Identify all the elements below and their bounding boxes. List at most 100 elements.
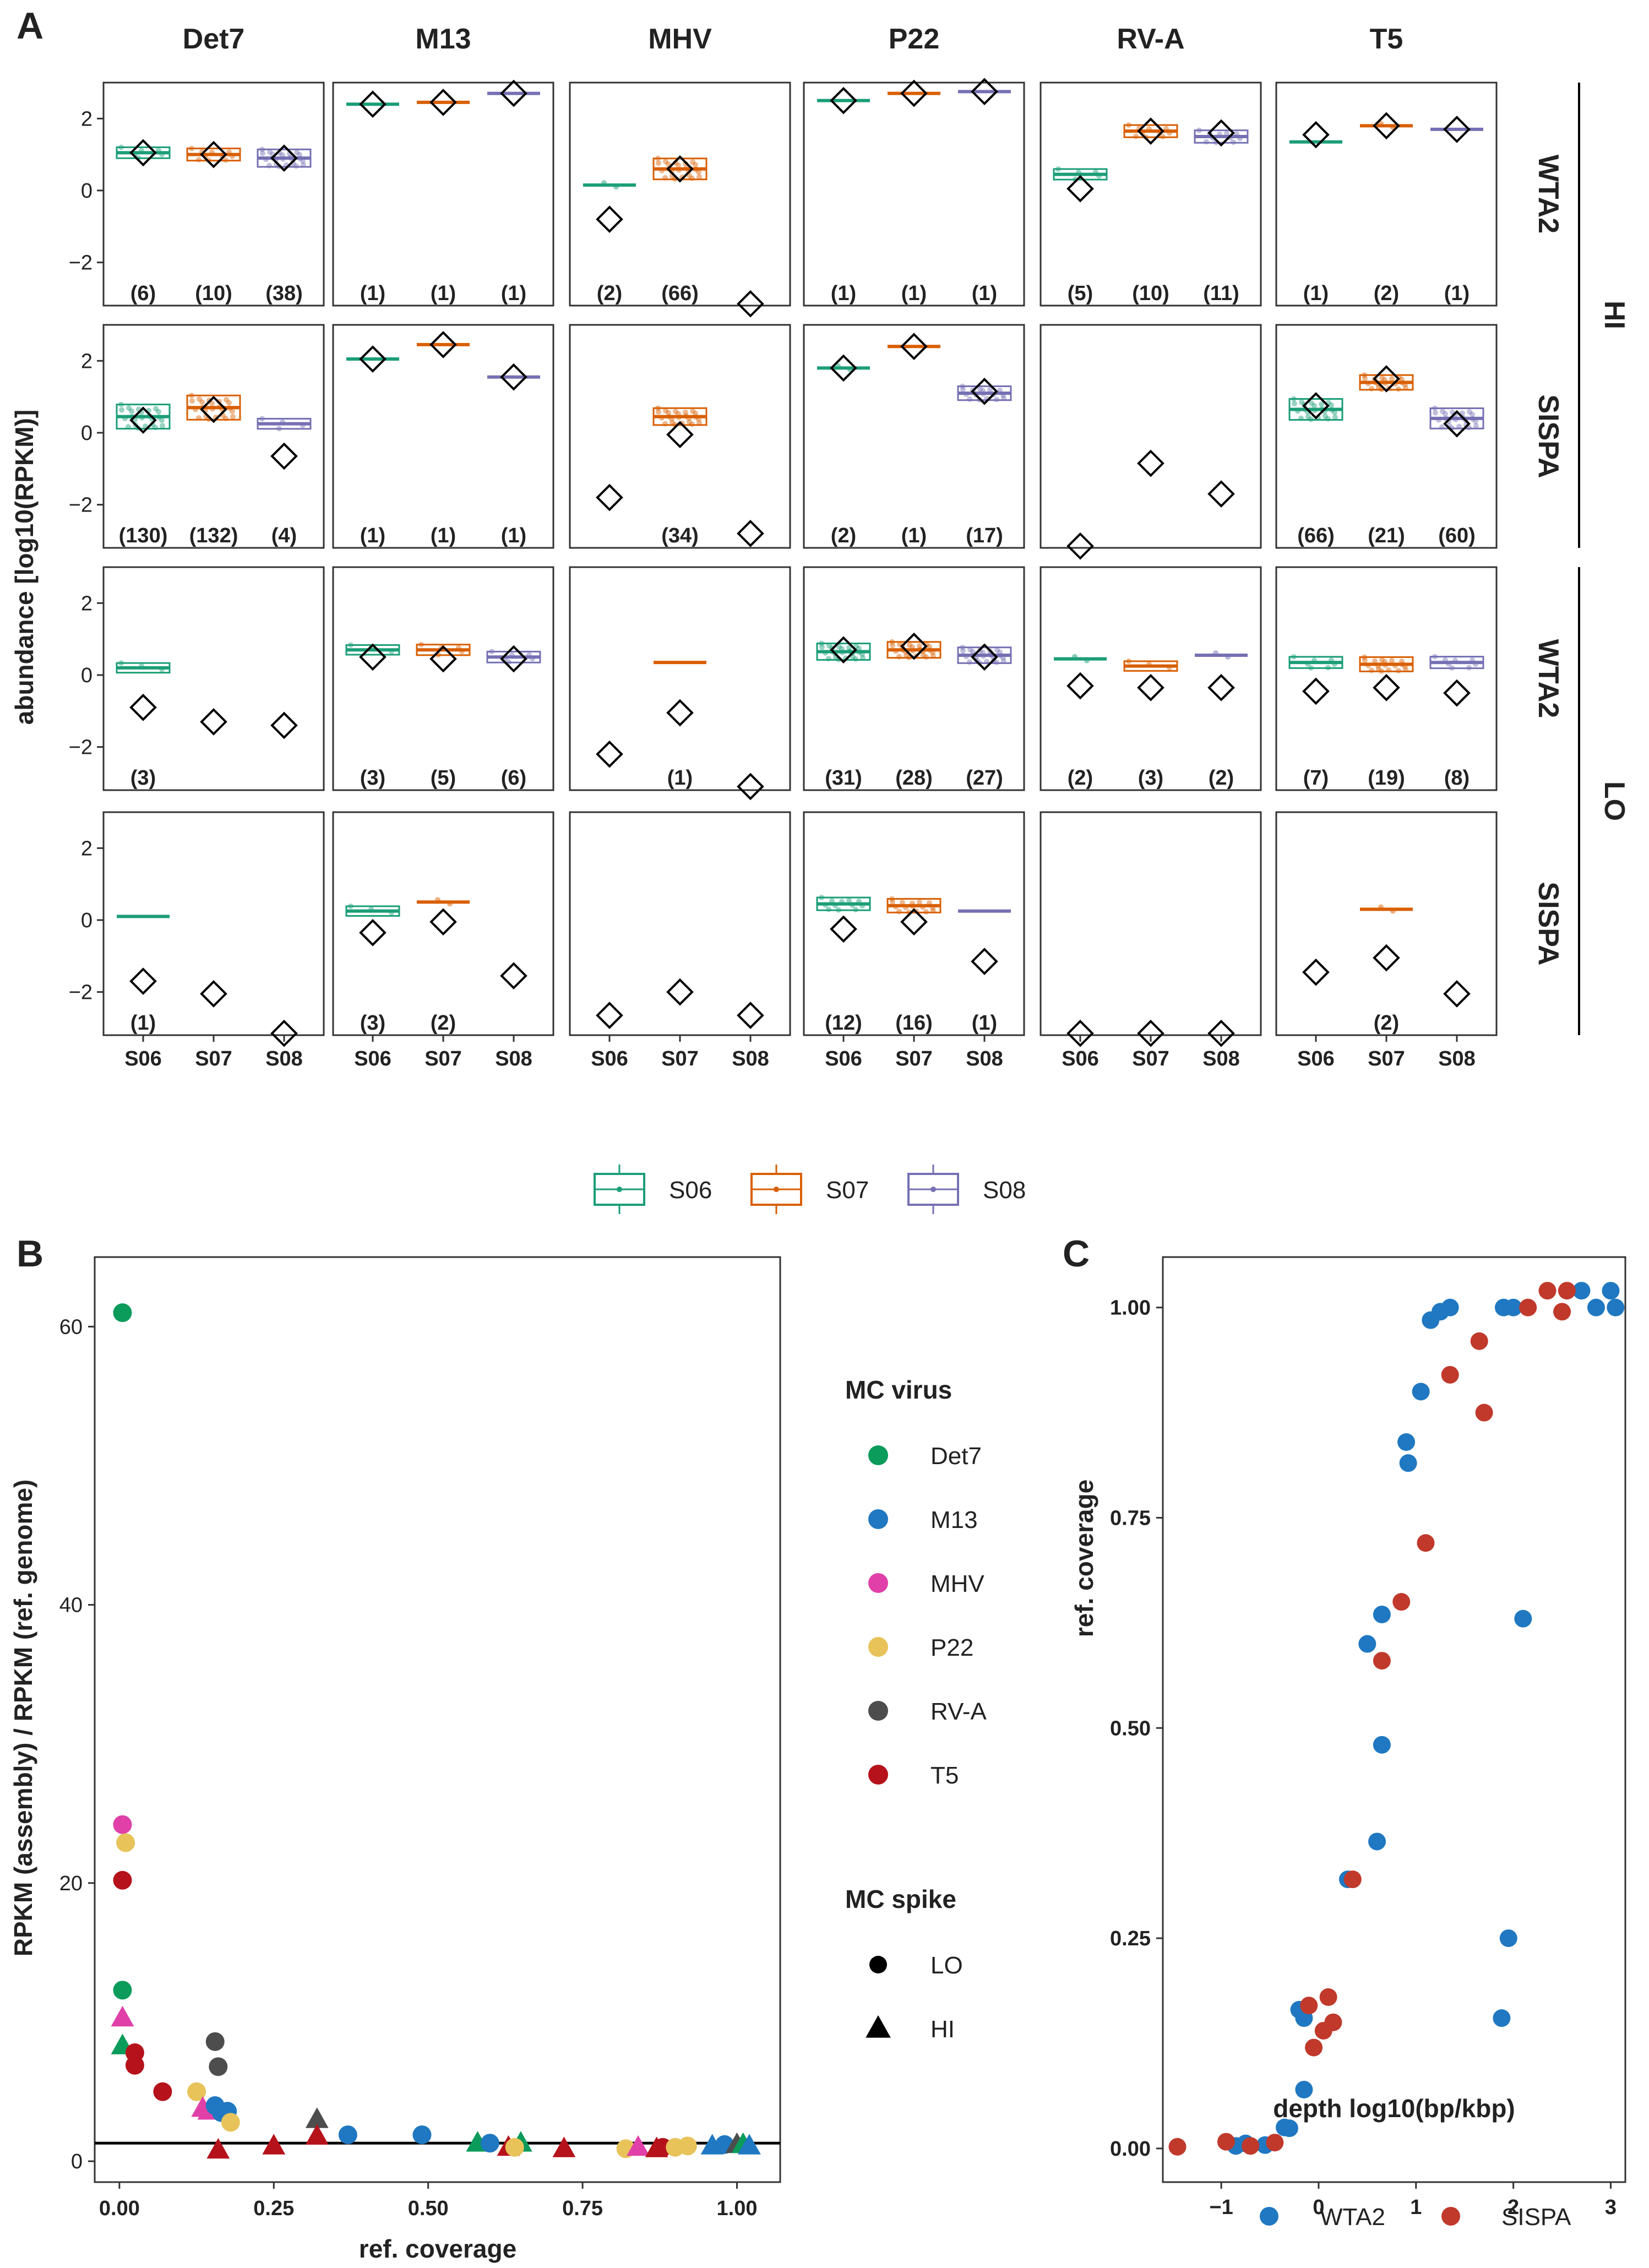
ref-diamond bbox=[500, 962, 527, 990]
x-tick-label: 3 bbox=[1605, 2196, 1617, 2219]
contig-point bbox=[1126, 658, 1131, 664]
ref-diamond bbox=[1443, 116, 1471, 143]
contig-point bbox=[1291, 654, 1297, 660]
facet-cell: (2) (1) (17) bbox=[803, 324, 1025, 549]
virus-strip-label: T5 bbox=[1370, 23, 1403, 55]
contig-point bbox=[655, 405, 661, 411]
contig-point bbox=[904, 652, 909, 659]
panel-c-frame bbox=[1162, 1256, 1626, 2183]
data-point bbox=[1280, 2119, 1298, 2138]
contig-point bbox=[348, 903, 353, 909]
legend-key bbox=[868, 1701, 888, 1721]
data-point bbox=[206, 2138, 230, 2159]
contig-count: (21) bbox=[1368, 524, 1405, 547]
ref-diamond bbox=[359, 345, 387, 373]
legend-key bbox=[868, 1509, 888, 1529]
panel-b-points bbox=[111, 1303, 761, 2159]
ref-diamond bbox=[429, 645, 457, 673]
contig-point bbox=[1224, 130, 1229, 137]
contig-point bbox=[259, 146, 265, 153]
contig-point bbox=[1126, 122, 1131, 128]
legend-key bbox=[868, 1765, 888, 1785]
contig-point bbox=[967, 659, 972, 665]
data-point bbox=[125, 2055, 144, 2075]
contig-point bbox=[1439, 424, 1445, 430]
facet-frame bbox=[332, 81, 554, 307]
contig-point bbox=[1204, 139, 1209, 145]
facet-cell: (31) (28) (27) bbox=[803, 566, 1025, 791]
contig-point bbox=[1369, 385, 1374, 391]
ref-diamond bbox=[1302, 392, 1330, 420]
contig-point bbox=[917, 643, 922, 649]
panel-b-xlabel: ref. coverage bbox=[359, 2234, 516, 2263]
contig-point bbox=[896, 654, 902, 660]
x-tick-label: S07 bbox=[195, 1047, 232, 1070]
data-point bbox=[205, 2032, 225, 2051]
ref-diamond bbox=[830, 354, 857, 382]
ref-diamond bbox=[270, 1019, 298, 1047]
data-point bbox=[1417, 1534, 1435, 1552]
contig-count: (2) bbox=[1068, 766, 1093, 790]
contig-count: (10) bbox=[1132, 282, 1169, 305]
contig-count: (4) bbox=[271, 524, 297, 547]
facet-cell: 2 0 −2 (130) (132) (4) bbox=[69, 324, 325, 549]
contig-point bbox=[230, 408, 235, 414]
contig-point bbox=[960, 644, 965, 650]
contig-point bbox=[1311, 403, 1317, 409]
contig-point bbox=[230, 414, 236, 420]
data-point bbox=[1305, 2038, 1323, 2057]
contig-point bbox=[997, 649, 1003, 655]
ref-diamond bbox=[1373, 365, 1400, 393]
facet-cell: (1) (2) (1) bbox=[1275, 81, 1498, 307]
contig-point bbox=[1372, 658, 1378, 664]
data-point bbox=[113, 1870, 132, 1890]
contig-point bbox=[1379, 657, 1385, 663]
y-tick-label: 0.00 bbox=[1110, 2138, 1151, 2161]
x-tick-label: S08 bbox=[1202, 1047, 1240, 1070]
facet-frame bbox=[803, 566, 1025, 791]
spike-strip-label: LO bbox=[1598, 781, 1630, 821]
contig-point bbox=[1389, 657, 1395, 663]
contig-point bbox=[673, 409, 678, 415]
data-point bbox=[1504, 1298, 1522, 1317]
ref-diamond bbox=[1302, 958, 1330, 986]
contig-point bbox=[226, 400, 232, 406]
virus-strip-label: MHV bbox=[648, 23, 712, 55]
contig-count: (3) bbox=[360, 1011, 385, 1035]
x-tick-label: S06 bbox=[825, 1047, 862, 1070]
panel-c-legend: WTA2 SISPA bbox=[1260, 2204, 1571, 2231]
contig-point bbox=[260, 150, 265, 156]
data-point bbox=[1519, 1298, 1537, 1317]
contig-point bbox=[1403, 385, 1408, 391]
data-point bbox=[1368, 1832, 1386, 1851]
contig-point bbox=[1440, 408, 1445, 414]
contig-count: (8) bbox=[1444, 766, 1470, 790]
y-tick-label: 2 bbox=[81, 592, 92, 615]
contig-point bbox=[890, 899, 895, 905]
ref-diamond bbox=[1443, 410, 1471, 438]
data-point bbox=[1242, 2137, 1260, 2155]
contig-count: (31) bbox=[825, 766, 862, 790]
facet-frame bbox=[803, 324, 1025, 549]
contig-point bbox=[846, 898, 852, 904]
contig-count: (2) bbox=[1374, 1011, 1399, 1035]
data-point bbox=[1358, 1635, 1376, 1653]
data-point bbox=[1607, 1298, 1625, 1317]
ref-diamond bbox=[359, 919, 387, 947]
ref-diamond bbox=[971, 948, 998, 975]
contig-count: (1) bbox=[901, 524, 927, 547]
ref-diamond bbox=[900, 632, 928, 660]
contig-count: (5) bbox=[431, 766, 456, 790]
contig-point bbox=[856, 645, 862, 651]
legend-key-point bbox=[617, 1187, 622, 1192]
y-tick-label: 0 bbox=[71, 2150, 83, 2173]
contig-count: (28) bbox=[895, 766, 933, 790]
contig-point bbox=[907, 642, 912, 648]
facet-frame bbox=[102, 566, 325, 791]
contig-point bbox=[693, 410, 698, 416]
contig-point bbox=[1379, 375, 1385, 381]
ref-diamond bbox=[1443, 679, 1471, 707]
contig-point bbox=[266, 162, 272, 168]
ref-diamond bbox=[737, 520, 764, 547]
contig-point bbox=[1362, 376, 1368, 382]
